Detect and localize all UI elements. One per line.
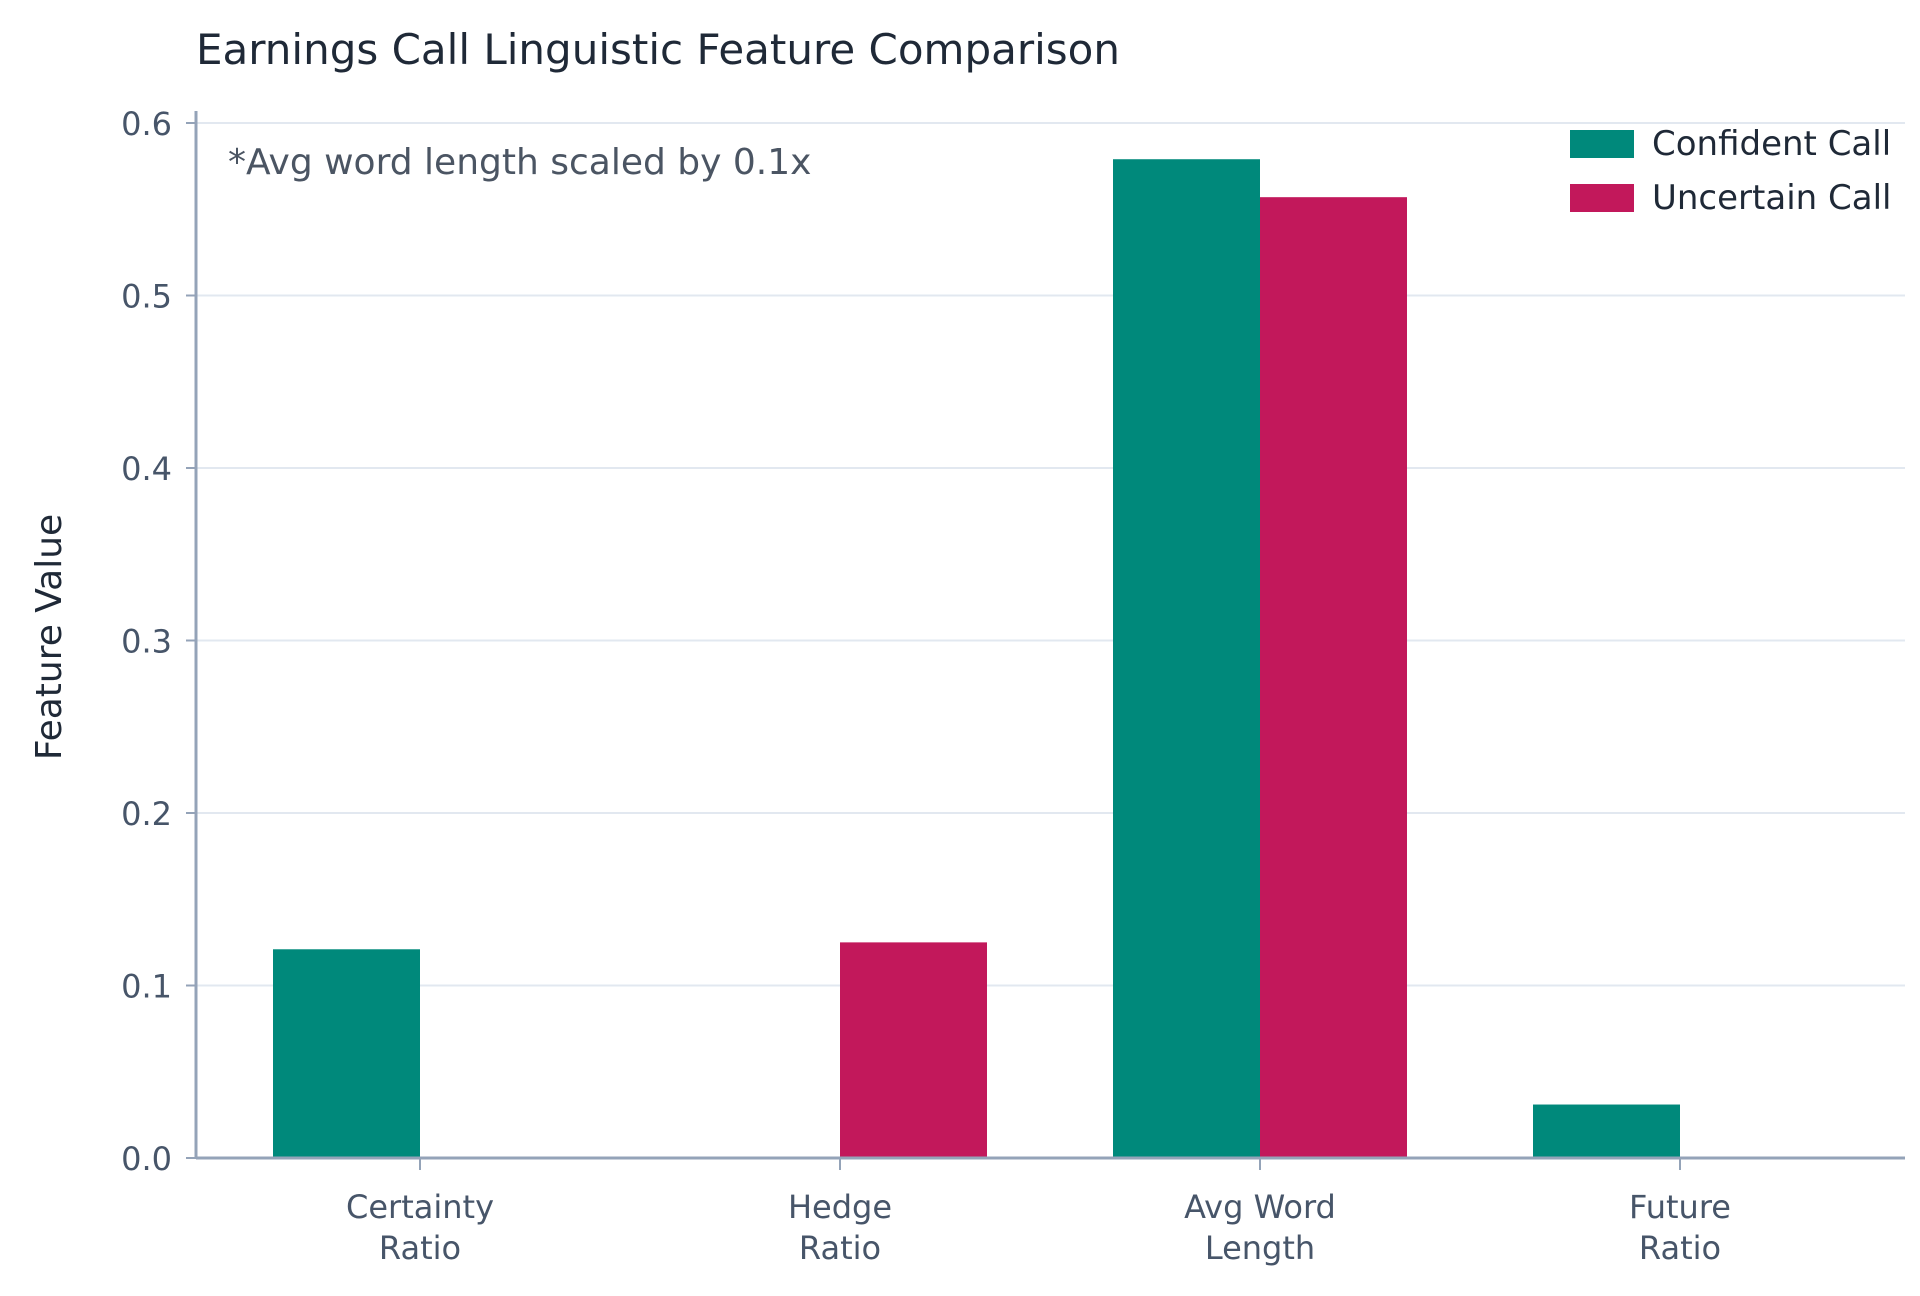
y-tick-label: 0.2 (121, 795, 172, 833)
y-tick-label: 0.3 (121, 623, 172, 661)
legend: Confident Call Uncertain Call (1570, 124, 1891, 218)
bar-uncertain-call (1260, 197, 1407, 1159)
y-tick-label: 0.6 (121, 105, 172, 143)
legend-label: Uncertain Call (1652, 178, 1891, 218)
x-tick-label: Future Ratio (1629, 1188, 1731, 1267)
x-tick-label-line: Hedge (788, 1188, 892, 1226)
y-axis-label: Feature Value (29, 514, 70, 760)
x-tick-label-line: Future (1629, 1188, 1731, 1226)
chart-title: Earnings Call Linguistic Feature Compari… (196, 25, 1120, 74)
x-tick-label: Avg Word Length (1184, 1188, 1336, 1267)
x-tick-label-line: Ratio (799, 1229, 881, 1267)
bar-confident-call (273, 949, 420, 1158)
x-tick-label: Certainty Ratio (346, 1188, 494, 1267)
legend-label: Confident Call (1652, 124, 1891, 164)
bar-confident-call (1533, 1104, 1680, 1158)
y-tick-label: 0.1 (121, 968, 172, 1006)
legend-swatch (1570, 184, 1634, 212)
legend-swatch (1570, 130, 1634, 158)
y-tick-label: 0.0 (121, 1140, 172, 1178)
x-tick-label: Hedge Ratio (788, 1188, 892, 1267)
y-tick-label: 0.5 (121, 278, 172, 316)
bar-confident-call (1113, 159, 1260, 1159)
x-tick-label-line: Ratio (379, 1229, 461, 1267)
y-tick-label: 0.4 (121, 450, 172, 488)
chart-annotation: *Avg word length scaled by 0.1x (228, 142, 811, 183)
bar-uncertain-call (840, 942, 987, 1158)
x-tick-label-line: Length (1205, 1229, 1315, 1267)
x-tick-label-line: Ratio (1639, 1229, 1721, 1267)
bars (273, 159, 1680, 1159)
grid-lines (196, 122, 1905, 987)
x-tick-label-line: Certainty (346, 1188, 494, 1226)
x-tick-label-line: Avg Word (1184, 1188, 1336, 1226)
